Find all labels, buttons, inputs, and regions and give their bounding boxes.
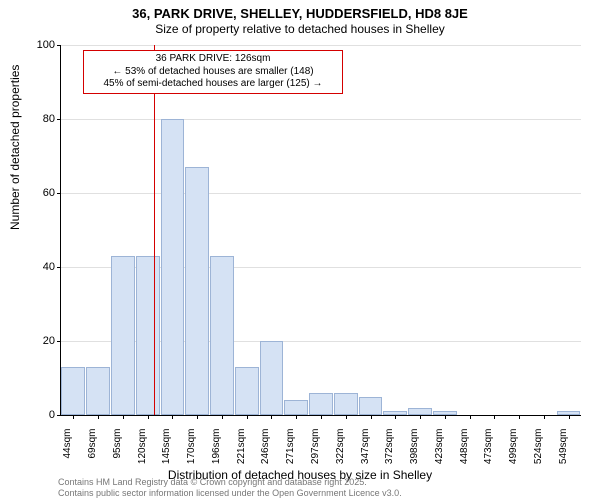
histogram-bar (309, 393, 333, 415)
annotation-line2: ← 53% of detached houses are smaller (14… (112, 66, 313, 77)
x-tick (569, 415, 570, 419)
x-tick (296, 415, 297, 419)
x-tick (544, 415, 545, 419)
x-tick (321, 415, 322, 419)
y-tick-label: 0 (25, 409, 55, 421)
chart-container: 36, PARK DRIVE, SHELLEY, HUDDERSFIELD, H… (0, 0, 600, 500)
histogram-bar (210, 256, 234, 415)
histogram-bar (334, 393, 358, 415)
x-tick (73, 415, 74, 419)
x-tick (494, 415, 495, 419)
y-tick-label: 60 (25, 187, 55, 199)
histogram-bar (111, 256, 135, 415)
footnote-line2: Contains public sector information licen… (58, 488, 402, 498)
x-tick (445, 415, 446, 419)
x-tick (371, 415, 372, 419)
histogram-bar (86, 367, 110, 415)
title-main: 36, PARK DRIVE, SHELLEY, HUDDERSFIELD, H… (0, 6, 600, 21)
x-tick (470, 415, 471, 419)
x-tick (247, 415, 248, 419)
y-tick (57, 119, 61, 120)
histogram-bar (235, 367, 259, 415)
y-tick-label: 40 (25, 261, 55, 273)
gridline (61, 45, 581, 46)
histogram-bar (161, 119, 185, 415)
x-tick (420, 415, 421, 419)
histogram-bar (61, 367, 85, 415)
y-axis-label: Number of detached properties (8, 65, 22, 230)
gridline (61, 193, 581, 194)
histogram-bar (408, 408, 432, 415)
title-sub: Size of property relative to detached ho… (0, 22, 600, 36)
marker-line (154, 45, 155, 415)
y-tick-label: 20 (25, 335, 55, 347)
y-tick (57, 341, 61, 342)
x-tick (346, 415, 347, 419)
annotation-box: 36 PARK DRIVE: 126sqm ← 53% of detached h… (83, 50, 343, 94)
x-tick (148, 415, 149, 419)
y-tick-label: 80 (25, 113, 55, 125)
x-tick (123, 415, 124, 419)
x-tick (172, 415, 173, 419)
y-tick (57, 415, 61, 416)
annotation-line3: 45% of semi-detached houses are larger (… (103, 78, 322, 89)
footnote: Contains HM Land Registry data © Crown c… (58, 477, 402, 498)
x-tick (98, 415, 99, 419)
histogram-bar (136, 256, 160, 415)
x-tick (519, 415, 520, 419)
annotation-line1: 36 PARK DRIVE: 126sqm (156, 53, 271, 64)
y-tick (57, 45, 61, 46)
x-tick (222, 415, 223, 419)
x-tick (197, 415, 198, 419)
y-tick (57, 267, 61, 268)
x-tick (395, 415, 396, 419)
footnote-line1: Contains HM Land Registry data © Crown c… (58, 477, 367, 487)
histogram-bar (284, 400, 308, 415)
histogram-bar (185, 167, 209, 415)
x-tick (271, 415, 272, 419)
chart-area: 02040608010044sqm69sqm95sqm120sqm145sqm1… (60, 45, 581, 416)
y-tick (57, 193, 61, 194)
histogram-bar (359, 397, 383, 416)
gridline (61, 119, 581, 120)
y-tick-label: 100 (25, 39, 55, 51)
histogram-bar (260, 341, 284, 415)
